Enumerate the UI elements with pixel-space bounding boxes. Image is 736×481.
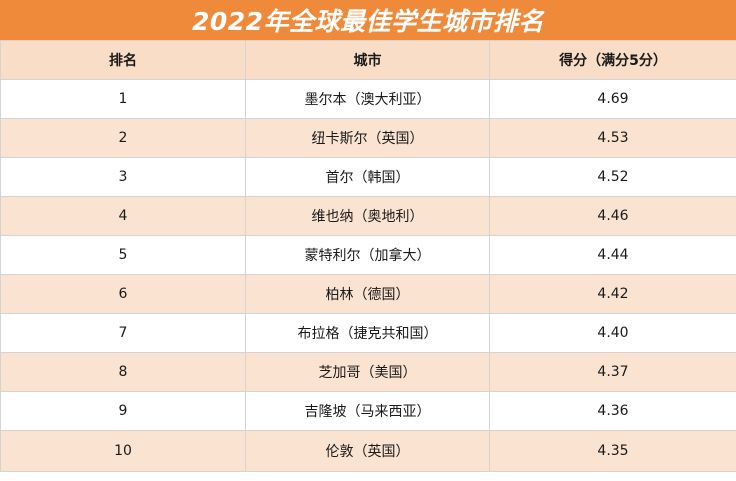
city-cell: 维也纳（奥地利） bbox=[245, 196, 490, 236]
score-cell: 4.52 bbox=[489, 157, 736, 197]
score-cell: 4.36 bbox=[489, 391, 736, 431]
city-cell: 吉隆坡（马来西亚） bbox=[245, 391, 490, 431]
rank-cell: 2 bbox=[0, 118, 246, 158]
score-cell: 4.37 bbox=[489, 352, 736, 392]
score-cell: 4.46 bbox=[489, 196, 736, 236]
table-row: 6 柏林（德国） 4.42 bbox=[0, 274, 736, 314]
score-cell: 4.42 bbox=[489, 274, 736, 314]
rank-cell: 9 bbox=[0, 391, 246, 431]
city-cell: 墨尔本（澳大利亚） bbox=[245, 79, 490, 119]
table-row: 1 墨尔本（澳大利亚） 4.69 bbox=[0, 79, 736, 119]
table-row: 5 蒙特利尔（加拿大） 4.44 bbox=[0, 235, 736, 275]
table-row: 7 布拉格（捷克共和国） 4.40 bbox=[0, 313, 736, 353]
rank-cell: 7 bbox=[0, 313, 246, 353]
rank-cell: 5 bbox=[0, 235, 246, 275]
score-cell: 4.69 bbox=[489, 79, 736, 119]
table-title: 2022年全球最佳学生城市排名 bbox=[0, 0, 736, 40]
header-score: 得分（满分5分） bbox=[489, 40, 736, 80]
rank-cell: 6 bbox=[0, 274, 246, 314]
header-row: 排名 城市 得分（满分5分） bbox=[0, 40, 736, 80]
score-cell: 4.53 bbox=[489, 118, 736, 158]
table-row: 10 伦敦（英国） 4.35 bbox=[0, 430, 736, 472]
table-row: 8 芝加哥（美国） 4.37 bbox=[0, 352, 736, 392]
table-row: 4 维也纳（奥地利） 4.46 bbox=[0, 196, 736, 236]
score-cell: 4.35 bbox=[489, 430, 736, 472]
table-row: 9 吉隆坡（马来西亚） 4.36 bbox=[0, 391, 736, 431]
rank-cell: 1 bbox=[0, 79, 246, 119]
city-cell: 伦敦（英国） bbox=[245, 430, 490, 472]
table-row: 3 首尔（韩国） 4.52 bbox=[0, 157, 736, 197]
score-cell: 4.44 bbox=[489, 235, 736, 275]
table-row: 2 纽卡斯尔（英国） 4.53 bbox=[0, 118, 736, 158]
city-cell: 纽卡斯尔（英国） bbox=[245, 118, 490, 158]
city-cell: 布拉格（捷克共和国） bbox=[245, 313, 490, 353]
header-rank: 排名 bbox=[0, 40, 246, 80]
rank-cell: 3 bbox=[0, 157, 246, 197]
score-cell: 4.40 bbox=[489, 313, 736, 353]
city-cell: 首尔（韩国） bbox=[245, 157, 490, 197]
rank-cell: 10 bbox=[0, 430, 246, 472]
ranking-table: 排名 城市 得分（满分5分） 1 墨尔本（澳大利亚） 4.69 2 纽卡斯尔（英… bbox=[0, 40, 736, 472]
city-cell: 芝加哥（美国） bbox=[245, 352, 490, 392]
rank-cell: 4 bbox=[0, 196, 246, 236]
city-cell: 蒙特利尔（加拿大） bbox=[245, 235, 490, 275]
city-cell: 柏林（德国） bbox=[245, 274, 490, 314]
header-city: 城市 bbox=[245, 40, 490, 80]
rank-cell: 8 bbox=[0, 352, 246, 392]
